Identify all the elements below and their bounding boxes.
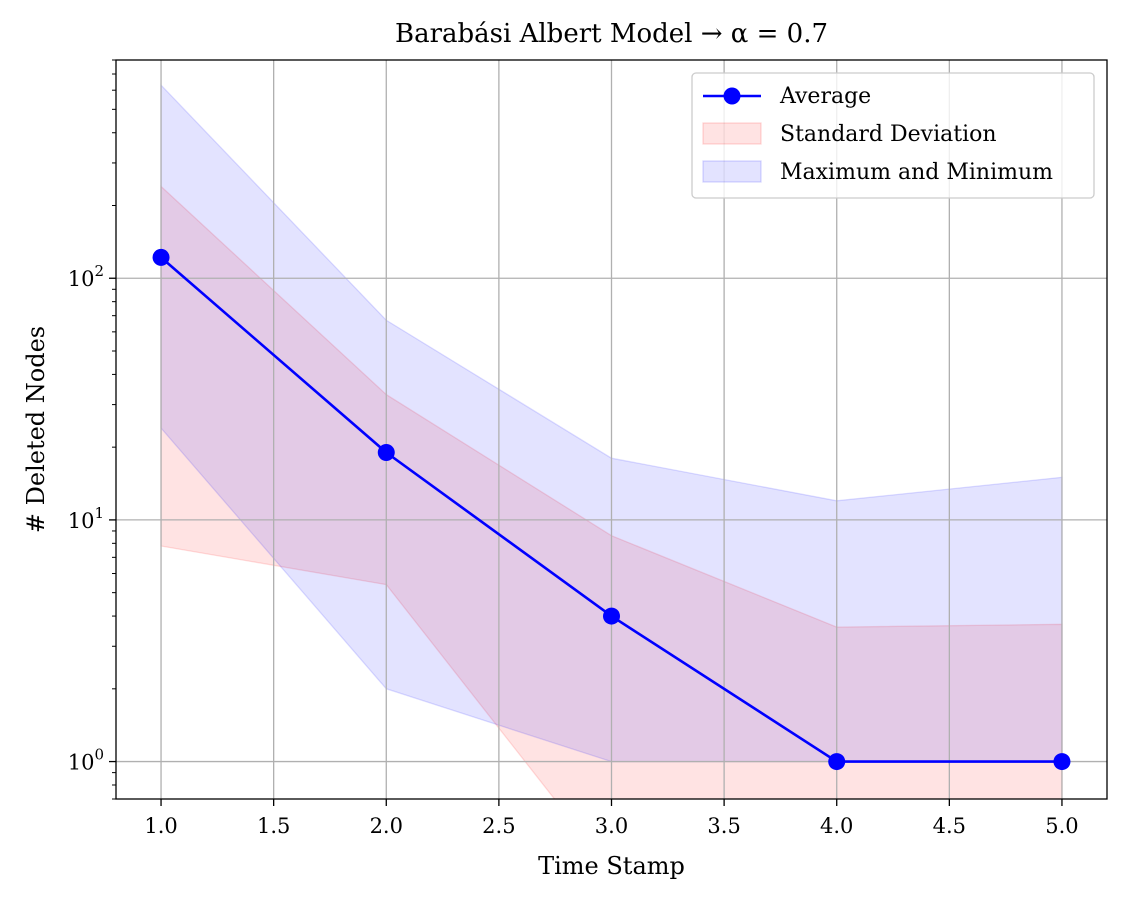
x-tick-label: 5.0 xyxy=(1045,814,1078,838)
legend-marker xyxy=(723,87,741,105)
average-point xyxy=(828,753,846,771)
chart-title: Barabási Albert Model → α = 0.7 xyxy=(395,19,828,49)
y-tick-label: 100 xyxy=(68,746,104,775)
average-point xyxy=(603,607,620,625)
average-point xyxy=(1053,753,1071,771)
x-tick-label: 1.0 xyxy=(144,814,177,838)
x-tick-label: 3.0 xyxy=(595,814,628,838)
y-axis-label: # Deleted Nodes xyxy=(22,326,50,533)
legend: Average Standard Deviation Maximum and Min… xyxy=(691,72,1095,199)
y-tick-label: 102 xyxy=(68,262,104,291)
y-tick-label: 101 xyxy=(68,504,104,533)
x-tick-label: 1.5 xyxy=(257,814,290,838)
average-point xyxy=(152,248,170,266)
ticks: 1.0 1.5 2.0 2.5 3.0 3.5 4.0 4.5 5.0 100 101 102 xyxy=(68,59,1079,838)
series xyxy=(152,248,1071,771)
legend-box xyxy=(691,72,1095,199)
x-tick-label: 4.5 xyxy=(933,814,966,838)
x-axis-label: Time Stamp xyxy=(538,852,685,880)
x-tick-label: 2.5 xyxy=(482,814,515,838)
x-tick-label: 4.0 xyxy=(820,814,853,838)
legend-label: Maximum and Minimum xyxy=(780,160,1053,185)
legend-label: Average xyxy=(779,84,871,109)
legend-patch-swatch xyxy=(702,122,762,145)
x-tick-label: 3.5 xyxy=(707,814,740,838)
legend-label: Standard Deviation xyxy=(780,122,997,147)
legend-patch-swatch xyxy=(702,160,762,183)
x-tick-label: 2.0 xyxy=(370,814,403,838)
average-point xyxy=(377,444,395,462)
